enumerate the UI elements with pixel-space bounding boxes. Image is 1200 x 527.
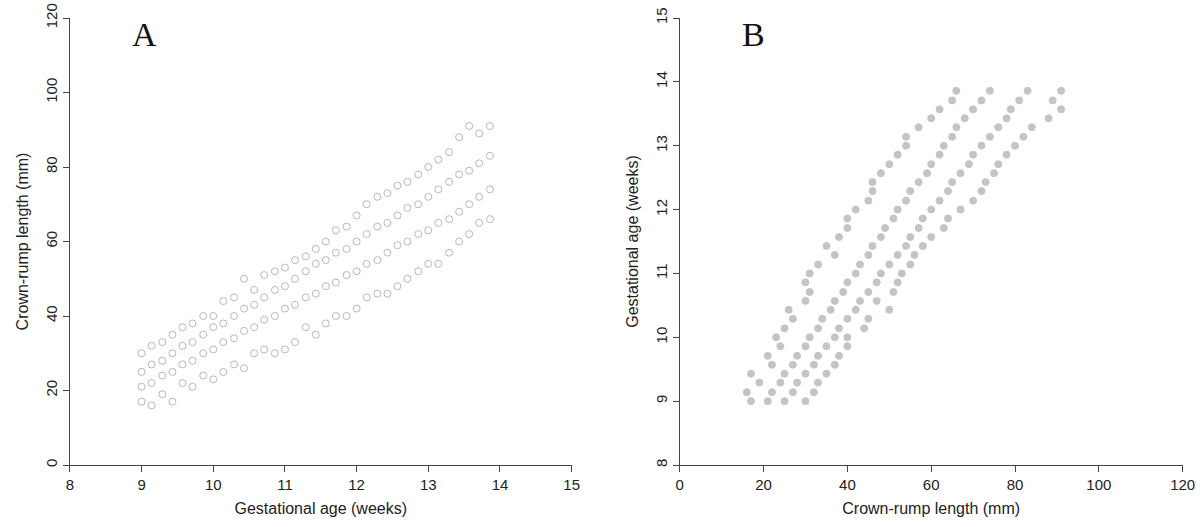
svg-text:120: 120 [1170,476,1195,493]
svg-text:10: 10 [205,476,222,493]
svg-text:Crown-rump length (mm): Crown-rump length (mm) [14,153,31,331]
svg-text:9: 9 [653,395,670,403]
svg-text:13: 13 [420,476,437,493]
svg-text:80: 80 [1007,476,1024,493]
svg-text:11: 11 [277,476,293,493]
svg-text:60: 60 [43,231,60,248]
svg-text:120: 120 [43,3,60,28]
svg-text:B: B [742,16,765,53]
svg-text:40: 40 [43,305,60,322]
svg-text:20: 20 [43,380,60,397]
svg-text:A: A [132,16,157,53]
svg-text:12: 12 [348,476,365,493]
svg-text:11: 11 [653,263,670,279]
svg-text:20: 20 [755,476,772,493]
svg-text:13: 13 [653,135,670,152]
svg-text:15: 15 [563,476,580,493]
svg-text:8: 8 [66,476,74,493]
svg-text:9: 9 [137,476,145,493]
svg-text:60: 60 [923,476,940,493]
svg-text:10: 10 [653,327,670,344]
svg-text:100: 100 [1086,476,1111,493]
svg-text:80: 80 [43,156,60,173]
svg-text:15: 15 [653,7,670,24]
svg-text:Gestational age (weeks): Gestational age (weeks) [624,155,641,328]
svg-text:0: 0 [676,476,684,493]
svg-text:14: 14 [653,71,670,88]
svg-text:100: 100 [43,78,60,103]
svg-text:Gestational age (weeks): Gestational age (weeks) [235,500,408,517]
svg-text:0: 0 [43,459,60,467]
svg-text:12: 12 [653,199,670,216]
svg-text:40: 40 [839,476,856,493]
svg-text:14: 14 [492,476,509,493]
svg-text:Crown-rump length (mm): Crown-rump length (mm) [842,500,1020,517]
svg-text:8: 8 [653,459,670,467]
